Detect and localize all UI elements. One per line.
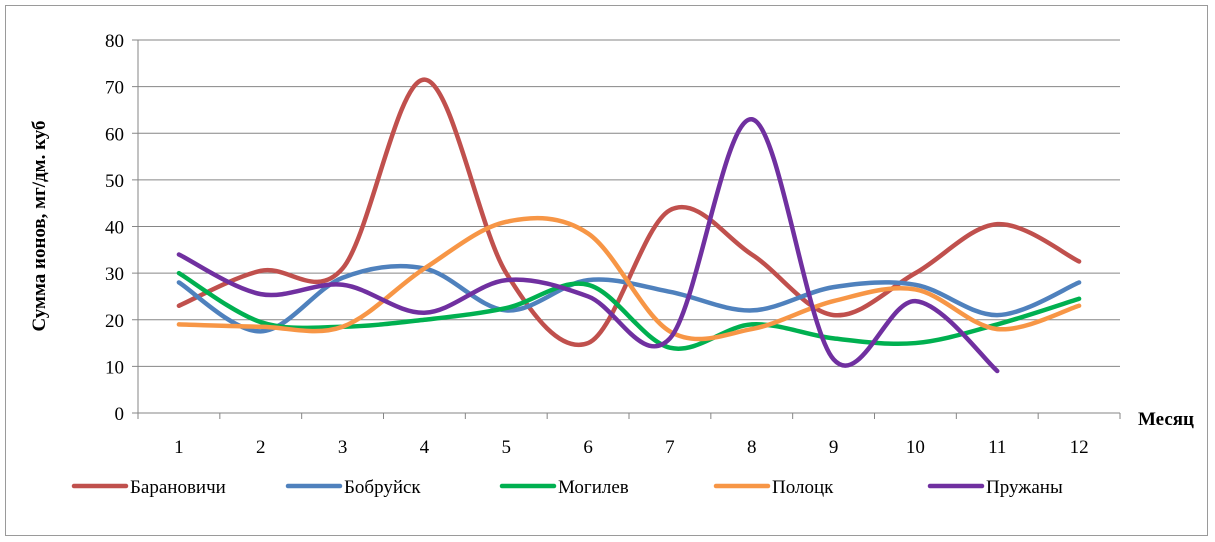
x-tick-label: 1 bbox=[174, 437, 184, 458]
legend-label: Полоцк bbox=[772, 477, 834, 498]
legend: Барановичи Бобруйск Могилев Полоцк Пружаны bbox=[71, 477, 1063, 498]
legend-label: Пружаны bbox=[986, 477, 1063, 498]
y-tick-label: 70 bbox=[105, 78, 124, 99]
x-tick-label: 7 bbox=[665, 437, 675, 458]
legend-label: Могилев bbox=[558, 477, 629, 498]
series-line-1 bbox=[176, 77, 1082, 347]
x-tick-label: 4 bbox=[420, 437, 430, 458]
x-tick-label: 11 bbox=[988, 437, 1006, 458]
x-tick-label: 8 bbox=[747, 437, 757, 458]
x-axis-title: Месяц bbox=[1138, 409, 1194, 430]
x-tick-label: 9 bbox=[829, 437, 839, 458]
x-tick-label: 2 bbox=[256, 437, 266, 458]
series-line-2 bbox=[176, 263, 1082, 334]
gridlines bbox=[138, 39, 1120, 367]
series-line-5 bbox=[176, 117, 1000, 374]
y-axis-title: Сумма ионов, мг/дм. куб bbox=[29, 120, 50, 331]
y-tick-label: 80 bbox=[105, 31, 124, 52]
y-tick-label: 0 bbox=[115, 404, 125, 425]
x-tick-label: 10 bbox=[906, 437, 925, 458]
legend-label: Барановичи bbox=[130, 477, 226, 498]
y-tick-label: 10 bbox=[105, 357, 124, 378]
y-tick-label: 50 bbox=[105, 171, 124, 192]
x-tick-label: 6 bbox=[583, 437, 593, 458]
series-line-4 bbox=[176, 215, 1082, 342]
legend-label: Бобруйск bbox=[344, 477, 421, 498]
y-tick-label: 30 bbox=[105, 264, 124, 285]
y-tick-label: 20 bbox=[105, 311, 124, 332]
x-tick-label: 5 bbox=[502, 437, 512, 458]
series-lines bbox=[176, 77, 1082, 374]
x-tick-label: 3 bbox=[338, 437, 348, 458]
y-tick-label: 60 bbox=[105, 124, 124, 145]
y-tick-label: 40 bbox=[105, 218, 124, 239]
x-tick-label: 12 bbox=[1070, 437, 1089, 458]
